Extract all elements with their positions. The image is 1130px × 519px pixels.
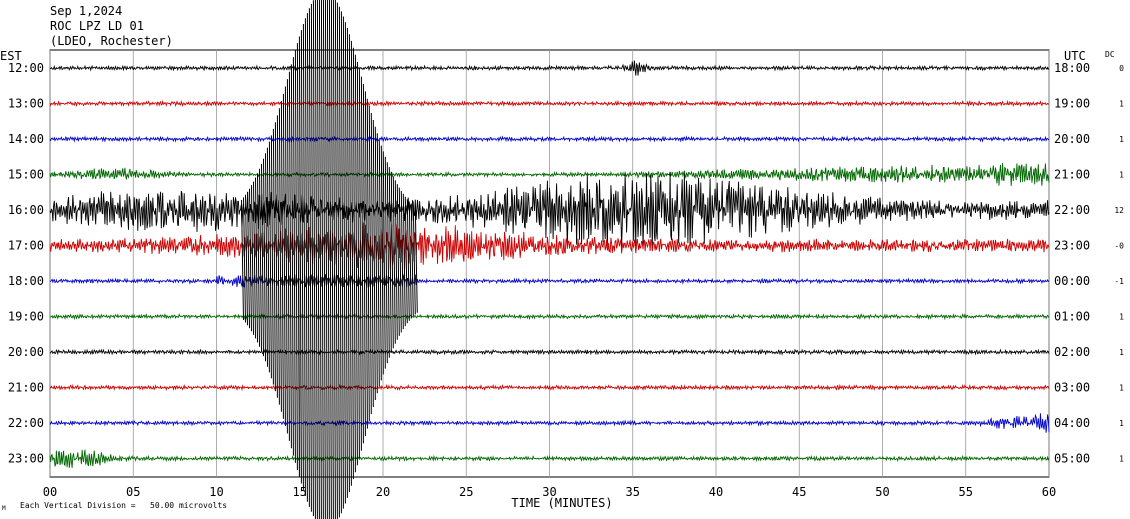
axis-labels: 00 05 10 15 20 25 30 35 40 45 50 55 60 12:00 18:00 0 13:…	[8, 61, 1124, 499]
est-time-label: 12:00	[8, 61, 44, 75]
x-tick-label: 30	[542, 485, 556, 499]
header-network: (LDEO, Rochester)	[50, 34, 173, 48]
est-time-label: 21:00	[8, 381, 44, 395]
trace-row	[49, 348, 1050, 356]
trace-row	[49, 222, 1050, 270]
utc-time-label: 02:00	[1054, 345, 1090, 359]
trace-row	[49, 413, 1050, 433]
dc-offset-label: 1	[1119, 384, 1124, 393]
est-time-label: 13:00	[8, 97, 44, 111]
dc-offset-label: 1	[1119, 135, 1124, 144]
dc-offset-label: 1	[1119, 455, 1124, 464]
vertical-division-note: Each Vertical Division = 50.00 microvolt…	[20, 501, 227, 510]
trace-row	[49, 162, 1050, 186]
x-tick-label: 05	[126, 485, 140, 499]
header-date: Sep 1,2024	[50, 4, 123, 18]
x-tick-label: 20	[376, 485, 390, 499]
x-tick-label: 10	[209, 485, 223, 499]
est-axis-label: EST	[0, 49, 22, 63]
utc-time-label: 03:00	[1054, 381, 1090, 395]
x-tick-label: 40	[709, 485, 723, 499]
est-time-label: 20:00	[8, 345, 44, 359]
dc-offset-label: 1	[1119, 419, 1124, 428]
trace-row	[49, 60, 1050, 76]
x-tick-label: 55	[959, 485, 973, 499]
est-time-label: 19:00	[8, 310, 44, 324]
trace-row	[49, 99, 1050, 108]
est-time-label: 17:00	[8, 239, 44, 253]
est-time-label: 23:00	[8, 452, 44, 466]
x-tick-label: 45	[792, 485, 806, 499]
x-axis-title: TIME (MINUTES)	[511, 496, 612, 510]
utc-time-label: 05:00	[1054, 452, 1090, 466]
dc-offset-label: 0	[1119, 64, 1124, 73]
est-time-label: 22:00	[8, 416, 44, 430]
utc-time-label: 22:00	[1054, 203, 1090, 217]
dc-offset-label: 1	[1119, 171, 1124, 180]
header-station: ROC LPZ LD 01	[50, 19, 144, 33]
utc-time-label: 20:00	[1054, 132, 1090, 146]
utc-time-label: 00:00	[1054, 274, 1090, 288]
x-tick-label: 25	[459, 485, 473, 499]
event-burst	[241, 0, 418, 519]
dc-offset-label: -0	[1114, 242, 1124, 251]
chart-grid	[49, 49, 1050, 478]
dc-offset-label: 12	[1114, 206, 1124, 215]
est-time-label: 16:00	[8, 203, 44, 217]
x-tick-label: 15	[293, 485, 307, 499]
dc-offset-label: 1	[1119, 100, 1124, 109]
trace-row	[49, 449, 1050, 468]
est-time-label: 14:00	[8, 132, 44, 146]
utc-time-label: 04:00	[1054, 416, 1090, 430]
utc-time-label: 18:00	[1054, 61, 1090, 75]
x-tick-label: 60	[1042, 485, 1056, 499]
utc-time-label: 23:00	[1054, 239, 1090, 253]
utc-time-label: 01:00	[1054, 310, 1090, 324]
x-tick-label: 35	[626, 485, 640, 499]
trace-row	[49, 383, 1050, 392]
x-tick-label: 00	[43, 485, 57, 499]
trace-row	[49, 274, 1050, 288]
trace-row	[49, 171, 1050, 252]
utc-time-label: 21:00	[1054, 168, 1090, 182]
dc-offset-label: -1	[1114, 277, 1124, 286]
utc-axis-label: UTC	[1064, 49, 1086, 63]
trace-row	[49, 312, 1050, 321]
trace-row	[49, 135, 1050, 143]
dc-column-label: DC	[1105, 50, 1115, 59]
est-time-label: 15:00	[8, 168, 44, 182]
dc-offset-label: 1	[1119, 348, 1124, 357]
utc-time-label: 19:00	[1054, 97, 1090, 111]
x-tick-label: 50	[875, 485, 889, 499]
est-time-label: 18:00	[8, 274, 44, 288]
seismic-traces	[49, 0, 1050, 519]
dc-offset-label: 1	[1119, 313, 1124, 322]
corner-mark: M	[2, 505, 6, 512]
